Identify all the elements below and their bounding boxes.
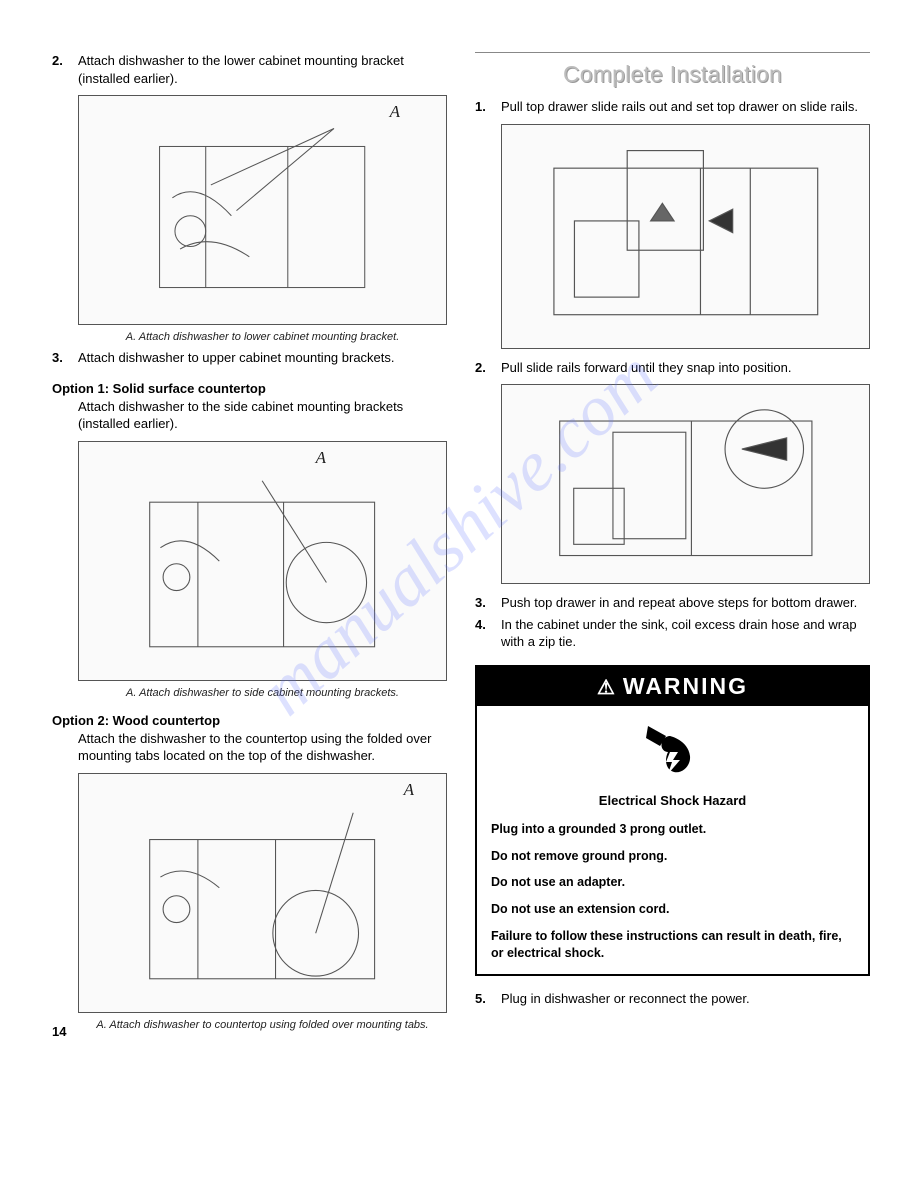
left-step-3: 3. Attach dishwasher to upper cabinet mo… [52,349,447,367]
step-text: Push top drawer in and repeat above step… [501,594,870,612]
step-number: 5. [475,990,501,1008]
step-text: Pull top drawer slide rails out and set … [501,98,870,116]
left-step-2: 2. Attach dishwasher to the lower cabine… [52,52,447,87]
left-column: 2. Attach dishwasher to the lower cabine… [52,52,447,1037]
diagram-placeholder [501,124,870,349]
warning-line: Do not use an adapter. [477,869,868,896]
step-number: 2. [475,359,501,377]
figure-caption: A. Attach dishwasher to lower cabinet mo… [78,331,447,343]
right-column: Complete Installation 1. Pull top drawer… [475,52,870,1037]
warning-line: Plug into a grounded 3 prong outlet. [477,816,868,843]
figure-3: A A. Attach dishwasher to countertop usi… [78,773,447,1031]
figure-label-A: A [390,102,400,122]
step-text: Attach dishwasher to the lower cabinet m… [78,52,447,87]
step-number: 3. [52,349,78,367]
option-2-body: Attach the dishwasher to the countertop … [78,730,447,765]
right-step-4: 4. In the cabinet under the sink, coil e… [475,616,870,651]
figure-caption: A. Attach dishwasher to countertop using… [78,1019,447,1031]
diagram-placeholder: A [78,95,447,325]
step-text: Plug in dishwasher or reconnect the powe… [501,990,870,1008]
figure-label-A: A [316,448,326,468]
right-step-3: 3. Push top drawer in and repeat above s… [475,594,870,612]
warning-subheading: Electrical Shock Hazard [477,789,868,816]
figure-1: A A. Attach dishwasher to lower cabinet … [78,95,447,343]
page-number: 14 [52,1024,66,1039]
warning-box: WARNING Electrical Shock Hazard Plug int… [475,665,870,976]
option-2-heading: Option 2: Wood countertop [52,713,447,728]
step-text: In the cabinet under the sink, coil exce… [501,616,870,651]
step-number: 3. [475,594,501,612]
step-number: 2. [52,52,78,70]
diagram-placeholder: A [78,773,447,1013]
warning-heading: WARNING [477,667,868,706]
figure-label-A: A [404,780,414,800]
figure-r2 [501,384,870,584]
step-number: 4. [475,616,501,634]
step-text: Attach dishwasher to upper cabinet mount… [78,349,447,367]
step-text: Pull slide rails forward until they snap… [501,359,870,377]
figure-caption: A. Attach dishwasher to side cabinet mou… [78,687,447,699]
warning-line: Do not remove ground prong. [477,843,868,870]
shock-hazard-icon [477,706,868,789]
two-column-layout: 2. Attach dishwasher to the lower cabine… [52,52,870,1037]
diagram-placeholder [501,384,870,584]
right-step-1: 1. Pull top drawer slide rails out and s… [475,98,870,116]
step-number: 1. [475,98,501,116]
option-1-heading: Option 1: Solid surface countertop [52,381,447,396]
section-title: Complete Installation [475,61,870,88]
option-1-body: Attach dishwasher to the side cabinet mo… [78,398,447,433]
figure-r1 [501,124,870,349]
figure-2: A A. Attach dishwasher to side cabinet m… [78,441,447,699]
warning-line: Failure to follow these instructions can… [477,923,868,974]
right-step-2: 2. Pull slide rails forward until they s… [475,359,870,377]
diagram-placeholder: A [78,441,447,681]
right-step-5: 5. Plug in dishwasher or reconnect the p… [475,990,870,1008]
warning-line: Do not use an extension cord. [477,896,868,923]
